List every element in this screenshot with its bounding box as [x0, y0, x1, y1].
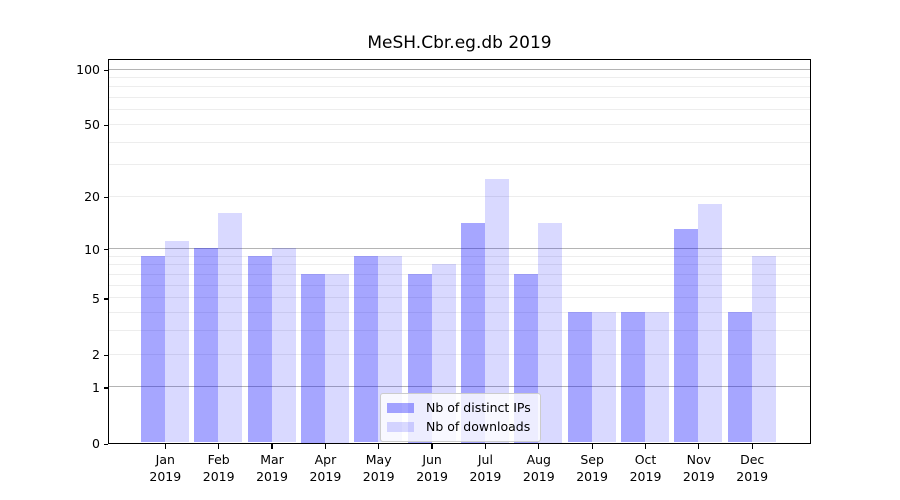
bar-distinct-ips-4 [354, 255, 379, 443]
x-tick-mark [164, 444, 166, 449]
y-tick-mark [104, 249, 108, 251]
gridline-major [109, 386, 810, 388]
legend-item-downloads: Nb of downloads [387, 417, 531, 436]
bar-downloads-2 [271, 248, 296, 443]
bar-downloads-7 [538, 223, 563, 443]
x-tick-mark [271, 444, 273, 449]
bar-downloads-11 [751, 255, 776, 443]
bar-distinct-ips-0 [140, 255, 165, 443]
x-tick-label: Dec 2019 [736, 452, 769, 484]
bar-distinct-ips-1 [194, 248, 219, 443]
x-tick-label: Sep 2019 [576, 452, 608, 484]
gridline-minor [109, 164, 810, 166]
x-tick-mark [378, 444, 380, 449]
x-tick-mark [538, 444, 540, 449]
bar-downloads-3 [324, 274, 349, 443]
bar-distinct-ips-10 [674, 228, 699, 443]
bar-downloads-8 [591, 312, 616, 443]
legend-label-distinct-ips: Nb of distinct IPs [426, 400, 531, 415]
gridline-minor [109, 297, 810, 299]
y-tick-label: 1 [92, 379, 100, 395]
x-tick-mark [324, 444, 327, 449]
x-tick-label: Nov 2019 [682, 452, 715, 484]
x-tick-mark [751, 444, 753, 449]
y-tick-label: 0 [92, 436, 100, 451]
x-tick-label: Jan 2019 [149, 452, 182, 484]
x-tick-label: Oct 2019 [629, 452, 662, 484]
gridline-major [109, 68, 810, 70]
gridline-minor [109, 86, 810, 88]
gridline-minor [109, 255, 810, 257]
y-tick-label: 10 [84, 241, 100, 257]
x-tick-label: Apr 2019 [309, 452, 342, 484]
x-tick-mark [644, 444, 647, 449]
bar-downloads-0 [164, 241, 189, 443]
y-tick-label: 20 [84, 189, 100, 205]
x-tick-label: Feb 2019 [202, 452, 235, 484]
bar-distinct-ips-3 [300, 274, 325, 443]
y-tick-mark [104, 354, 108, 356]
x-tick-mark [591, 444, 593, 449]
x-tick-mark [218, 444, 220, 449]
plot-area [108, 59, 811, 444]
y-tick-mark [104, 196, 108, 199]
legend-item-distinct-ips: Nb of distinct IPs [387, 398, 531, 417]
bar-downloads-1 [218, 212, 243, 443]
y-tick-mark [104, 387, 108, 389]
legend: Nb of distinct IPs Nb of downloads [380, 393, 541, 442]
gridline-minor [109, 264, 810, 266]
gridline-minor [109, 195, 810, 197]
bar-distinct-ips-9 [621, 312, 645, 443]
bar-distinct-ips-2 [247, 255, 272, 443]
y-tick-label: 100 [76, 62, 100, 77]
legend-swatch-downloads [387, 421, 414, 432]
bar-distinct-ips-8 [567, 312, 592, 443]
bar-downloads-9 [645, 312, 669, 443]
gridline-minor [109, 123, 810, 125]
y-tick-mark [104, 124, 108, 127]
x-tick-label: Jul 2019 [469, 452, 502, 484]
bar-downloads-10 [698, 203, 723, 443]
y-tick-mark [104, 69, 108, 71]
gridline-minor [109, 353, 810, 355]
y-tick-label: 50 [84, 117, 100, 133]
gridline-minor [109, 141, 810, 143]
x-tick-label: May 2019 [362, 452, 395, 484]
gridline-minor [109, 97, 810, 99]
x-tick-mark [698, 444, 700, 449]
gridline-major [109, 248, 810, 250]
gridline-minor [109, 312, 810, 314]
y-tick-mark [104, 443, 108, 445]
chart-title: MeSH.Cbr.eg.db 2019 [367, 33, 552, 53]
y-tick-label: 2 [92, 347, 100, 362]
legend-swatch-distinct-ips [387, 402, 414, 413]
x-tick-mark [484, 444, 487, 449]
gridline-minor [109, 284, 810, 286]
x-tick-label: Jun 2019 [416, 452, 448, 484]
y-tick-label: 5 [92, 290, 100, 306]
legend-label-downloads: Nb of downloads [426, 419, 531, 434]
x-tick-label: Mar 2019 [256, 452, 288, 484]
x-tick-label: Aug 2019 [522, 452, 555, 484]
gridline-minor [109, 274, 810, 275]
gridline-minor [109, 109, 810, 111]
gridline-minor [109, 76, 810, 78]
bar-distinct-ips-11 [727, 312, 752, 443]
x-tick-mark [431, 444, 433, 449]
y-tick-mark [104, 298, 108, 300]
gridline-minor [109, 330, 810, 332]
